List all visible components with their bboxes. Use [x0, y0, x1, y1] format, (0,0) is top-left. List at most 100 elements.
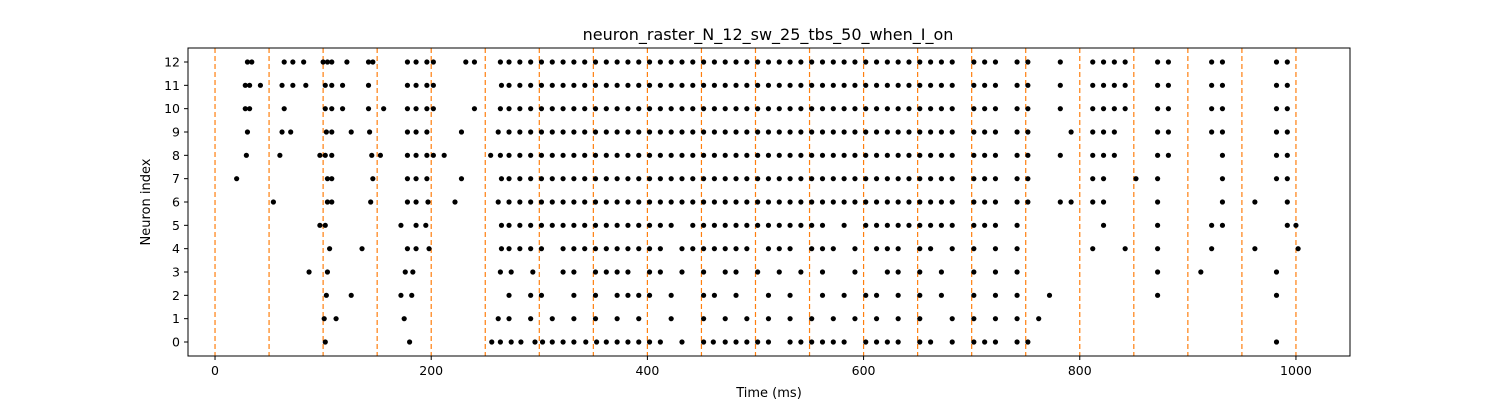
spike-point — [982, 106, 988, 112]
spike-point — [404, 106, 411, 112]
spike-point — [668, 199, 674, 205]
spike-point — [873, 199, 880, 205]
spike-point — [506, 59, 512, 65]
spike-point — [571, 82, 577, 88]
spike-point — [614, 269, 620, 275]
spike-point — [1057, 199, 1063, 205]
spike-point — [841, 152, 847, 158]
spike-point — [744, 316, 750, 322]
spike-point — [458, 176, 465, 182]
spike-point — [401, 316, 407, 322]
spike-point — [852, 176, 858, 182]
spike-point — [452, 199, 458, 205]
spike-point — [413, 246, 419, 252]
spike-point — [413, 82, 419, 88]
spike-point — [787, 106, 793, 112]
spike-point — [657, 222, 663, 228]
spike-point — [1154, 269, 1161, 275]
spike-point — [424, 59, 430, 65]
spike-point — [517, 246, 523, 252]
spike-point — [679, 176, 685, 182]
spike-point — [809, 316, 815, 322]
y-tick-label: 11 — [164, 78, 180, 93]
spike-point — [528, 106, 534, 112]
y-tick-label: 8 — [172, 148, 180, 163]
spike-point — [701, 222, 707, 228]
spike-point — [701, 246, 707, 252]
spike-point — [690, 59, 696, 65]
spike-point — [679, 59, 685, 65]
spike-point — [765, 246, 772, 252]
y-tick-label: 3 — [172, 265, 180, 280]
spike-point — [755, 106, 761, 112]
spike-point — [765, 82, 772, 88]
spike-point — [798, 59, 804, 65]
spike-point — [765, 129, 772, 135]
spike-point — [765, 59, 772, 65]
spike-point — [1209, 129, 1215, 135]
spike-point — [1284, 59, 1290, 65]
spike-point — [927, 246, 934, 252]
spike-point — [830, 106, 836, 112]
spike-point — [424, 82, 430, 88]
spike-point — [744, 82, 750, 88]
spike-point — [636, 292, 642, 298]
spike-point — [765, 339, 772, 345]
spike-point — [528, 292, 534, 298]
spike-point — [938, 176, 945, 182]
spike-point — [971, 82, 977, 88]
spike-point — [290, 82, 296, 88]
spike-point — [971, 246, 977, 252]
spike-point — [830, 59, 836, 65]
spike-point — [927, 106, 934, 112]
spike-point — [690, 246, 696, 252]
spike-point — [413, 59, 419, 65]
spike-point — [690, 152, 696, 158]
spike-point — [884, 339, 890, 345]
spike-point — [819, 176, 826, 182]
y-tick-label: 1 — [172, 311, 180, 326]
spike-point — [538, 199, 545, 205]
spike-point — [1090, 246, 1096, 252]
spike-point — [1036, 316, 1042, 322]
spike-point — [787, 82, 793, 88]
spike-point — [495, 199, 501, 205]
spike-point — [247, 82, 253, 88]
spike-point — [646, 339, 653, 345]
spike-point — [971, 316, 977, 322]
spike-point — [852, 316, 858, 322]
spike-point — [927, 176, 934, 182]
spike-point — [1057, 59, 1063, 65]
spike-point — [863, 339, 869, 345]
spike-point — [398, 292, 404, 298]
spike-point — [809, 106, 815, 112]
spike-point — [498, 176, 505, 182]
spike-point — [819, 292, 826, 298]
spike-point — [917, 199, 923, 205]
spike-point — [1273, 339, 1280, 345]
spike-point — [560, 106, 566, 112]
spike-point — [582, 199, 588, 205]
spike-point — [938, 269, 945, 275]
spike-point — [852, 129, 858, 135]
spike-point — [646, 292, 653, 298]
spike-point — [906, 152, 912, 158]
spike-point — [625, 222, 631, 228]
spike-point — [518, 339, 524, 345]
spike-point — [1154, 152, 1161, 158]
spike-point — [679, 152, 685, 158]
spike-point — [322, 222, 328, 228]
spike-point — [592, 292, 599, 298]
spike-point — [1090, 59, 1096, 65]
spike-point — [819, 152, 826, 158]
spike-point — [560, 59, 566, 65]
spike-point — [744, 199, 750, 205]
spike-point — [798, 176, 804, 182]
spike-point — [733, 82, 739, 88]
spike-point — [1014, 176, 1020, 182]
x-tick-label: 0 — [211, 363, 219, 378]
spike-point — [949, 339, 955, 345]
spike-point — [938, 199, 945, 205]
spike-point — [528, 152, 534, 158]
spike-point — [636, 222, 642, 228]
